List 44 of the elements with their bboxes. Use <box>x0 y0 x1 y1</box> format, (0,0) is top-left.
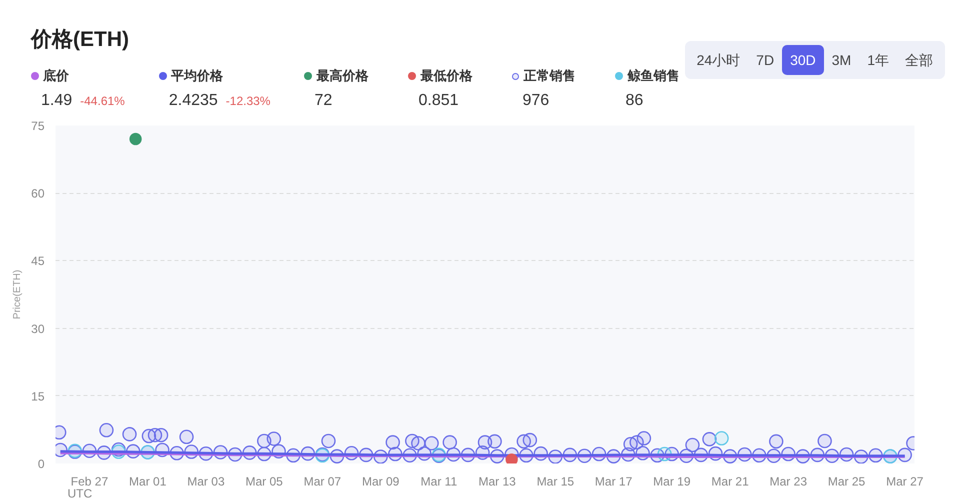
x-tick-label: Feb 27 <box>70 474 108 488</box>
y-tick-label: 60 <box>31 186 45 201</box>
text: 全部 <box>904 51 934 70</box>
text: 1年 <box>866 51 890 70</box>
text: 30D <box>782 45 824 75</box>
text: 976 <box>522 92 550 109</box>
x-tick-label: Mar 01 <box>129 474 167 488</box>
x-tick-label: Mar 27 <box>886 474 924 488</box>
text: -44.61% <box>80 94 125 108</box>
x-tick-label: Mar 05 <box>246 474 284 488</box>
y-tick-label: 0 <box>38 457 45 471</box>
text: UTC <box>68 486 92 500</box>
x-tick-label: Mar 07 <box>304 474 342 488</box>
x-tick-label: Mar 11 <box>420 474 458 488</box>
x-tick-label: Mar 09 <box>362 474 400 488</box>
legend-label: 平均价格 <box>170 67 224 85</box>
text: 7D <box>755 51 776 70</box>
text: 3M <box>830 51 852 70</box>
text: 2.4235 <box>168 92 218 109</box>
x-tick-label: Mar 03 <box>187 474 225 488</box>
text: 0.851 <box>418 92 459 109</box>
x-tick-label: Mar 17 <box>594 474 633 488</box>
x-tick-label: Mar 19 <box>653 474 691 488</box>
text: 86 <box>625 92 644 109</box>
text: 72 <box>314 92 332 109</box>
text: 24小时 <box>696 51 742 70</box>
y-tick-label: 15 <box>31 389 45 404</box>
x-tick-label: Mar 21 <box>711 474 750 488</box>
text: 1.49 <box>41 92 72 109</box>
x-tick-label: Mar 13 <box>478 474 516 488</box>
legend-label: 底价 <box>42 67 70 85</box>
legend-label: 正常销售 <box>522 67 576 85</box>
y-tick-label: 75 <box>31 119 45 133</box>
legend-label: 最高价格 <box>315 67 368 85</box>
x-tick-label: Mar 23 <box>770 474 808 488</box>
y-tick-label: 45 <box>31 254 45 268</box>
text: -12.33% <box>226 94 270 108</box>
chart-title: 价格(ETH) <box>31 28 129 51</box>
x-tick-label: Mar 25 <box>828 474 866 488</box>
y-axis-title: Price(ETH) <box>12 270 24 320</box>
legend-label: 鲸鱼销售 <box>626 67 680 85</box>
x-tick-label: Mar 15 <box>536 474 574 488</box>
y-tick-label: 30 <box>31 322 45 336</box>
legend-label: 最低价格 <box>419 67 472 85</box>
